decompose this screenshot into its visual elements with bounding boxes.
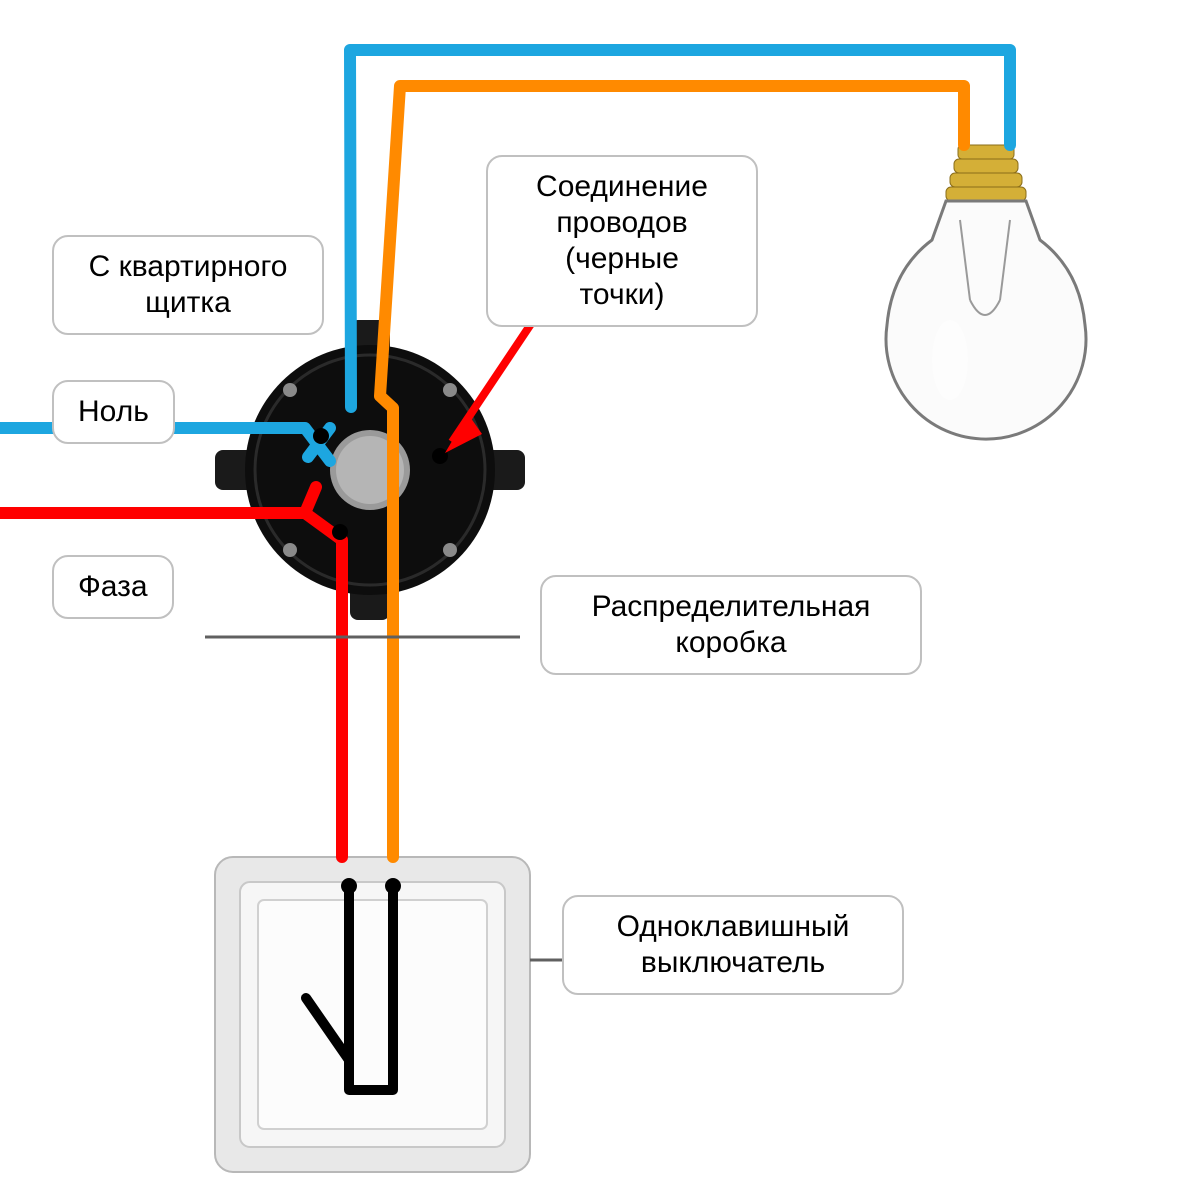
- label-panel: С квартирного щитка: [52, 235, 324, 335]
- pointer-arrow-head: [445, 414, 482, 453]
- label-switch: Одноклавишный выключатель: [562, 895, 904, 995]
- node-dot: [432, 448, 448, 464]
- label-connections: Соединение проводов (черные точки): [486, 155, 758, 327]
- switch-symbol: [306, 886, 393, 1090]
- light-bulb-icon: [886, 145, 1086, 439]
- node-dot: [332, 524, 348, 540]
- wire-phase: [0, 487, 342, 857]
- label-neutral: Ноль: [52, 380, 175, 444]
- node-dot: [313, 428, 329, 444]
- label-phase: Фаза: [52, 555, 174, 619]
- junction-box: [215, 320, 525, 620]
- node-dot: [341, 878, 357, 894]
- label-junction-box: Распределительная коробка: [540, 575, 922, 675]
- wall-switch: [215, 857, 530, 1172]
- node-dot: [385, 878, 401, 894]
